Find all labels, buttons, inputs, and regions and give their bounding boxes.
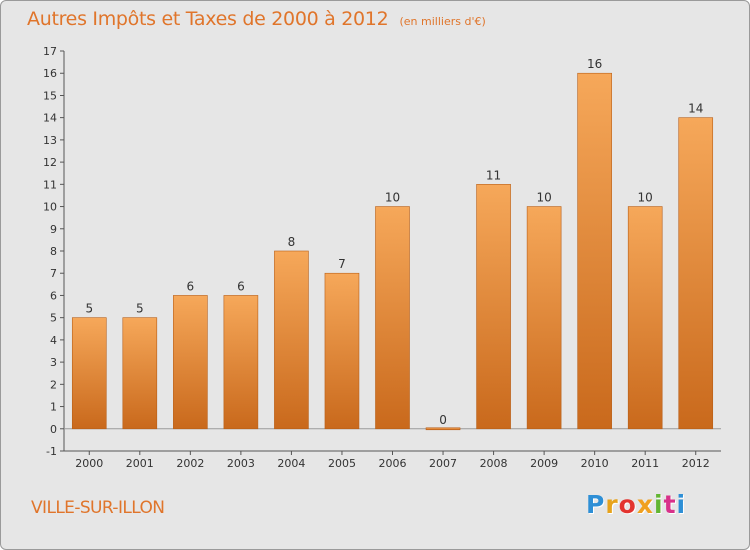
place-name: VILLE-SUR-ILLON xyxy=(31,498,164,518)
logo-letter: x xyxy=(637,490,654,519)
y-tick-label: 3 xyxy=(50,356,57,369)
bar xyxy=(274,251,308,429)
logo-letter: i xyxy=(654,490,664,519)
y-tick-label: 15 xyxy=(43,89,57,102)
bar xyxy=(376,207,410,429)
bar xyxy=(72,318,106,429)
chart-frame: Autres Impôts et Taxes de 2000 à 2012 (e… xyxy=(0,0,750,550)
data-label: 6 xyxy=(237,279,245,293)
x-tick-label: 2000 xyxy=(75,457,103,470)
data-label: 10 xyxy=(385,191,400,205)
bar xyxy=(527,207,561,429)
data-label: 5 xyxy=(136,302,144,316)
data-label: 5 xyxy=(85,302,93,316)
y-tick-label: 13 xyxy=(43,134,57,147)
plot-area: -101234567891011121314151617520005200162… xyxy=(43,45,721,470)
y-tick-label: 14 xyxy=(43,112,57,125)
bar xyxy=(628,207,662,429)
y-tick-label: 4 xyxy=(50,334,57,347)
x-tick-label: 2001 xyxy=(126,457,154,470)
x-tick-label: 2009 xyxy=(530,457,558,470)
bar xyxy=(679,118,713,429)
bar xyxy=(426,428,460,430)
x-tick-label: 2010 xyxy=(581,457,609,470)
x-tick-label: 2004 xyxy=(277,457,305,470)
bar xyxy=(173,295,207,428)
logo-letter: i xyxy=(677,490,687,519)
x-tick-label: 2006 xyxy=(379,457,407,470)
y-tick-label: 16 xyxy=(43,67,57,80)
y-tick-label: 9 xyxy=(50,223,57,236)
y-tick-label: 5 xyxy=(50,312,57,325)
y-tick-label: 6 xyxy=(50,289,57,302)
logo-letter: P xyxy=(586,490,605,519)
x-tick-label: 2002 xyxy=(176,457,204,470)
data-label: 10 xyxy=(536,191,551,205)
logo-letter: t xyxy=(664,490,677,519)
y-tick-label: -1 xyxy=(46,445,57,458)
y-tick-label: 8 xyxy=(50,245,57,258)
bar xyxy=(325,273,359,429)
y-tick-label: 0 xyxy=(50,423,57,436)
data-label: 8 xyxy=(288,235,296,249)
y-tick-label: 11 xyxy=(43,178,57,191)
logo-letter: o xyxy=(619,490,637,519)
data-label: 16 xyxy=(587,57,602,71)
y-tick-label: 2 xyxy=(50,378,57,391)
x-tick-label: 2005 xyxy=(328,457,356,470)
y-tick-label: 12 xyxy=(43,156,57,169)
bar-chart: -101234567891011121314151617520005200162… xyxy=(1,1,749,549)
logo-letter: r xyxy=(605,490,618,519)
x-tick-label: 2011 xyxy=(631,457,659,470)
x-tick-label: 2008 xyxy=(480,457,508,470)
data-label: 7 xyxy=(338,257,346,271)
x-tick-label: 2007 xyxy=(429,457,457,470)
x-tick-label: 2012 xyxy=(682,457,710,470)
proxiti-logo: Proxiti xyxy=(586,490,686,519)
y-tick-label: 1 xyxy=(50,401,57,414)
data-label: 0 xyxy=(439,413,447,427)
data-label: 11 xyxy=(486,168,501,182)
y-tick-label: 17 xyxy=(43,45,57,58)
y-tick-label: 7 xyxy=(50,267,57,280)
bar xyxy=(578,73,612,429)
data-label: 14 xyxy=(688,102,703,116)
bar xyxy=(224,295,258,428)
data-label: 10 xyxy=(638,191,653,205)
data-label: 6 xyxy=(187,279,195,293)
x-tick-label: 2003 xyxy=(227,457,255,470)
bar xyxy=(477,184,511,428)
y-tick-label: 10 xyxy=(43,201,57,214)
bar xyxy=(123,318,157,429)
